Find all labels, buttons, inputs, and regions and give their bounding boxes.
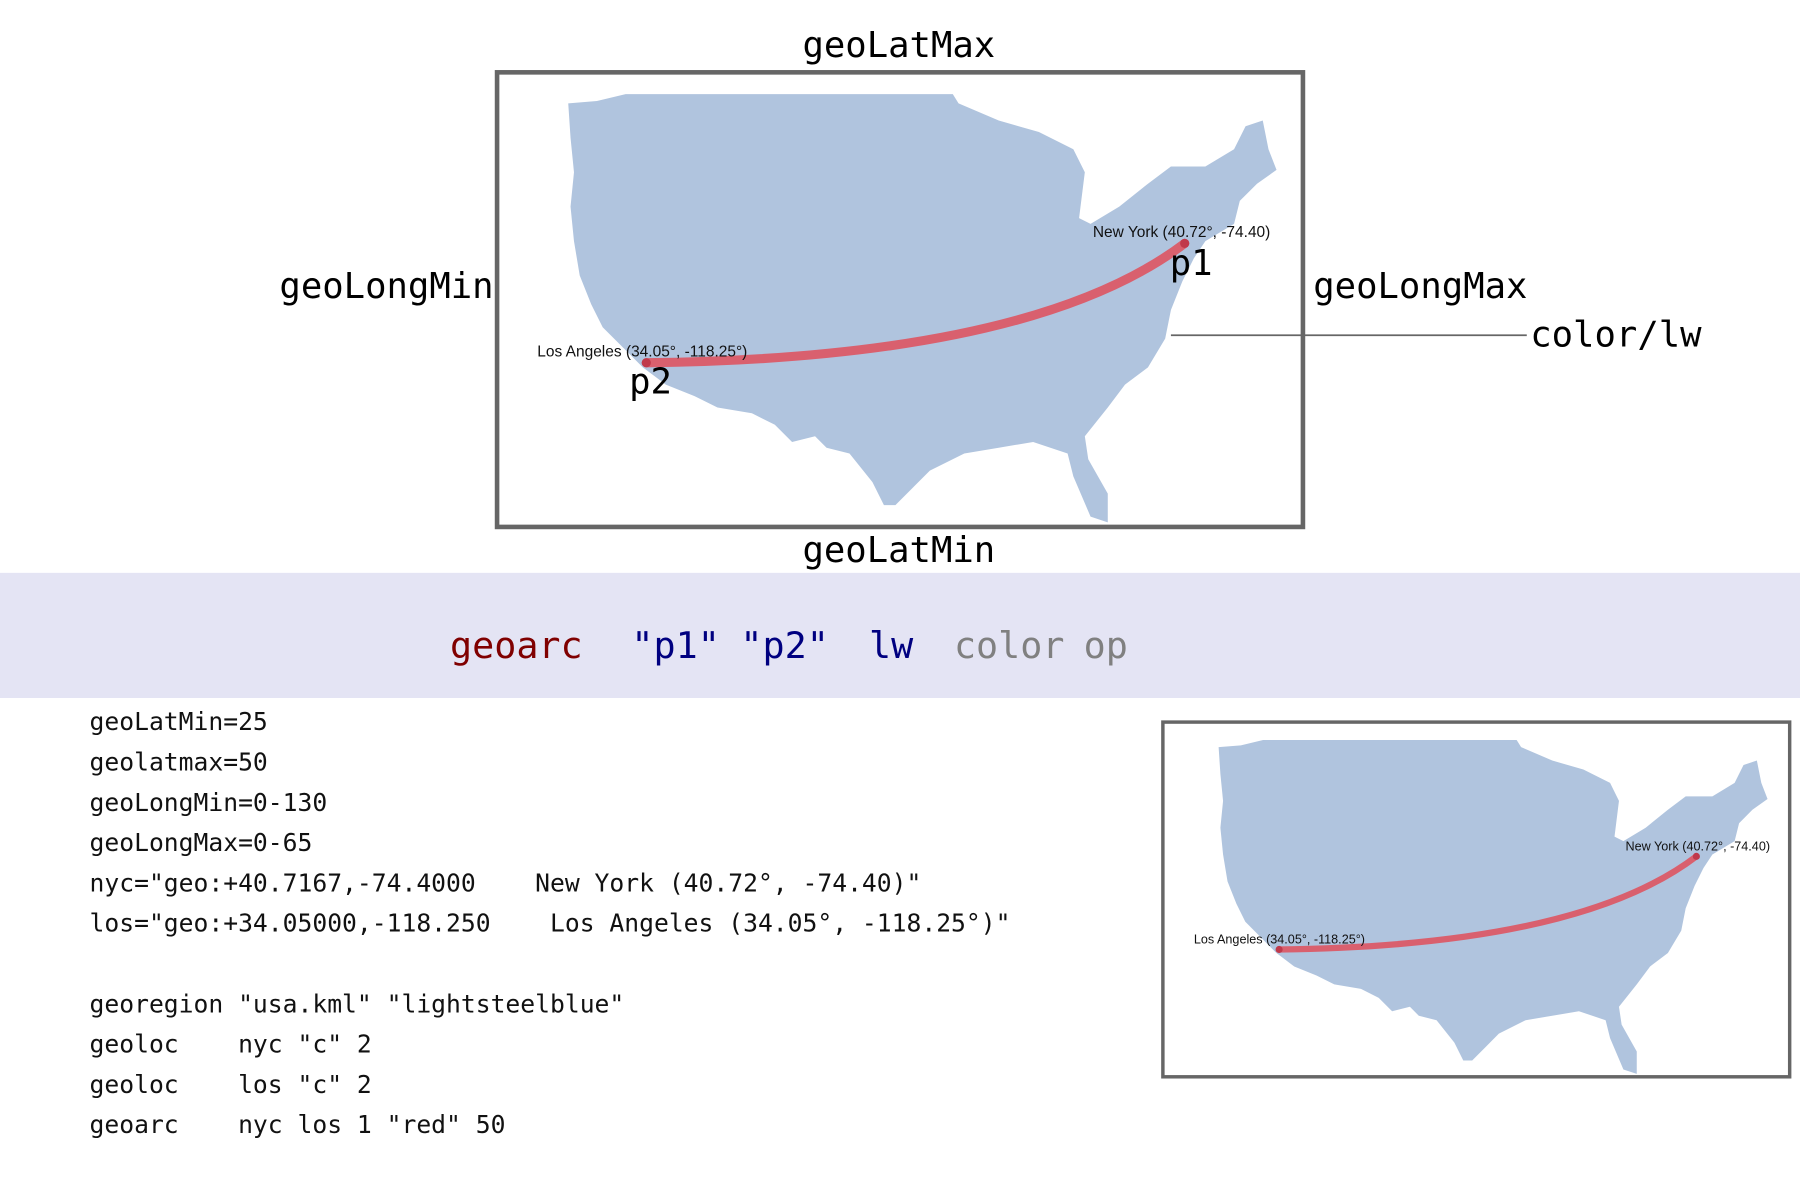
code-line: geolatmax=50 [90,748,268,777]
code-line: geoLongMin=0-130 [90,788,328,817]
ny-label: New York (40.72°, -74.40) [1093,224,1270,241]
geo-arc [1275,853,1700,953]
thumbnail-map [1218,739,1768,1074]
ny-point [1692,852,1700,860]
code-line: geoloc los "c" 2 [90,1070,372,1099]
la-point [1275,945,1283,954]
lat-max-label: geoLatMax [802,25,995,66]
lat-min-label: geoLatMin [802,530,995,571]
code-line: geoLongMax=0-65 [90,828,313,857]
p2-label: p2 [629,361,672,402]
la-point [641,358,651,368]
code-line: los="geo:+34.05000,-118.250 Los Angeles … [90,909,1011,938]
syntax-command: geoarc [450,624,583,667]
ny-label: New York (40.72°, -74.40) [1626,840,1771,854]
code-line: geoLatMin=25 [90,707,268,736]
code-line: nyc="geo:+40.7167,-74.4000 New York (40.… [90,868,922,897]
code-block: geoLatMin=25 geolatmax=50 geoLongMin=0-130… [90,707,1011,1139]
p1-label: p1 [1170,243,1213,284]
color-lw-label: color/lw [1530,314,1702,355]
syntax-band [0,572,1800,698]
geo-arc [641,238,1190,368]
syntax-lw: lw [869,624,914,667]
ny-point [1180,238,1190,248]
long-max-label: geoLongMax [1313,266,1527,307]
code-line: geoloc nyc "c" 2 [90,1030,372,1059]
syntax-op: op [1084,624,1128,667]
long-min-label: geoLongMin [279,266,493,307]
code-line: geoarc nyc los 1 "red" 50 [90,1110,506,1139]
code-line: georegion "usa.kml" "lightsteelblue" [90,989,625,1018]
la-label: Los Angeles (34.05°, -118.25°) [537,344,747,361]
la-label: Los Angeles (34.05°, -118.25°) [1194,933,1365,947]
syntax-color: color [954,624,1065,667]
syntax-p1: "p1" [631,624,719,667]
syntax-p2: "p2" [740,624,828,667]
